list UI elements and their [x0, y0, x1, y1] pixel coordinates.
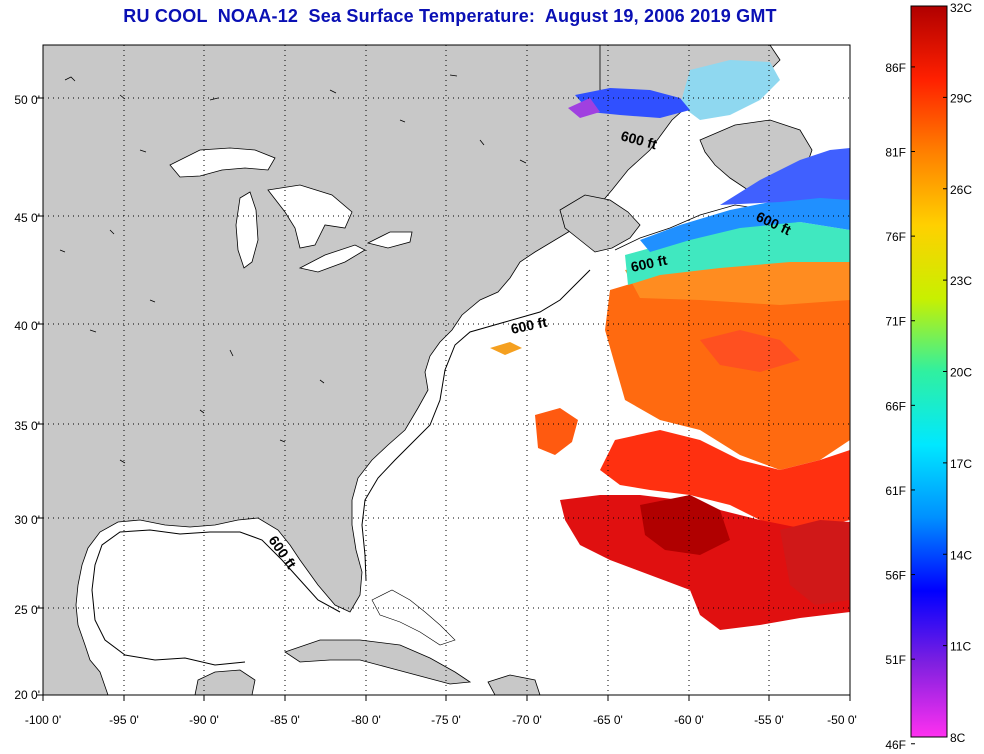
lon-label: -95 0': [109, 713, 139, 727]
longitude-labels: -100 0' -95 0' -90 0' -85 0' -80 0' -75 …: [25, 713, 857, 727]
sst-data: [490, 60, 850, 630]
lon-label: -65 0': [593, 713, 623, 727]
lake-michigan: [235, 191, 259, 269]
lon-label: -80 0': [351, 713, 381, 727]
colorbar-gradient: [910, 5, 948, 738]
colorbar-fahrenheit-label: 66F: [885, 399, 906, 413]
latitude-labels: 50 0' 45 0' 40 0' 35 0' 30 0' 25 0' 20 0…: [14, 93, 40, 702]
colorbar-fahrenheit-label: 86F: [885, 61, 906, 75]
colorbar-fahrenheit-label: 61F: [885, 484, 906, 498]
lon-label: -55 0': [754, 713, 784, 727]
lat-label: 35 0': [14, 419, 40, 433]
inland-lakes: [59, 74, 527, 464]
isobath-label: 600 ft: [629, 252, 668, 275]
colorbar-celsius-label: 20C: [950, 366, 972, 380]
lon-label: -75 0': [431, 713, 461, 727]
colorbar-fahrenheit-label: 81F: [885, 146, 906, 160]
maritime-land: [559, 194, 641, 253]
colorbar-celsius-label: 14C: [950, 548, 972, 562]
colorbar-celsius-label: 23C: [950, 274, 972, 288]
colorbar-fahrenheit-label: 76F: [885, 230, 906, 244]
cuba-land: [284, 639, 472, 685]
lon-label: -60 0': [674, 713, 704, 727]
isobath-label: 600 ft: [509, 314, 548, 337]
lon-label: -90 0': [189, 713, 219, 727]
lon-label: -85 0': [270, 713, 300, 727]
colorbar-fahrenheit-label: 46F: [885, 738, 906, 752]
lat-label: 25 0': [14, 603, 40, 617]
graticule: [43, 45, 850, 695]
lon-label: -50 0': [827, 713, 857, 727]
axis-ticks: [37, 97, 851, 701]
lon-label: -100 0': [25, 713, 61, 727]
yucatan-land: [194, 669, 256, 695]
lat-label: 50 0': [14, 93, 40, 107]
lat-label: 40 0': [14, 319, 40, 333]
lat-label: 45 0': [14, 211, 40, 225]
colorbar-fahrenheit-label: 71F: [885, 315, 906, 329]
map-title: RU COOL NOAA-12 Sea Surface Temperature:…: [123, 6, 777, 26]
lake-huron: [267, 184, 353, 249]
colorbar-fahrenheit-label: 56F: [885, 569, 906, 583]
lon-label: -70 0': [512, 713, 542, 727]
lat-label: 20 0': [14, 688, 40, 702]
colorbar-celsius-label: 8C: [950, 731, 966, 745]
colorbar-celsius-label: 17C: [950, 457, 972, 471]
colorbar-celsius-label: 26C: [950, 183, 972, 197]
colorbar-celsius-label: 29C: [950, 91, 972, 105]
isobath-600ft-east: [361, 269, 591, 581]
lake-ontario: [366, 231, 413, 249]
colorbar-fahrenheit-label: 51F: [885, 653, 906, 667]
temperature-colorbar: 86F 81F 76F 71F 66F 61F 56F 51F 46F 32C 29C 26C 23C…: [885, 1, 972, 752]
lake-superior: [169, 147, 276, 178]
lat-label: 30 0': [14, 513, 40, 527]
colorbar-celsius-label: 11C: [950, 640, 971, 654]
lake-erie: [298, 244, 366, 273]
bahamas-shelf: [371, 589, 456, 646]
colorbar-celsius-label: 32C: [950, 1, 972, 15]
isobath-600ft-gulf: [91, 529, 341, 666]
